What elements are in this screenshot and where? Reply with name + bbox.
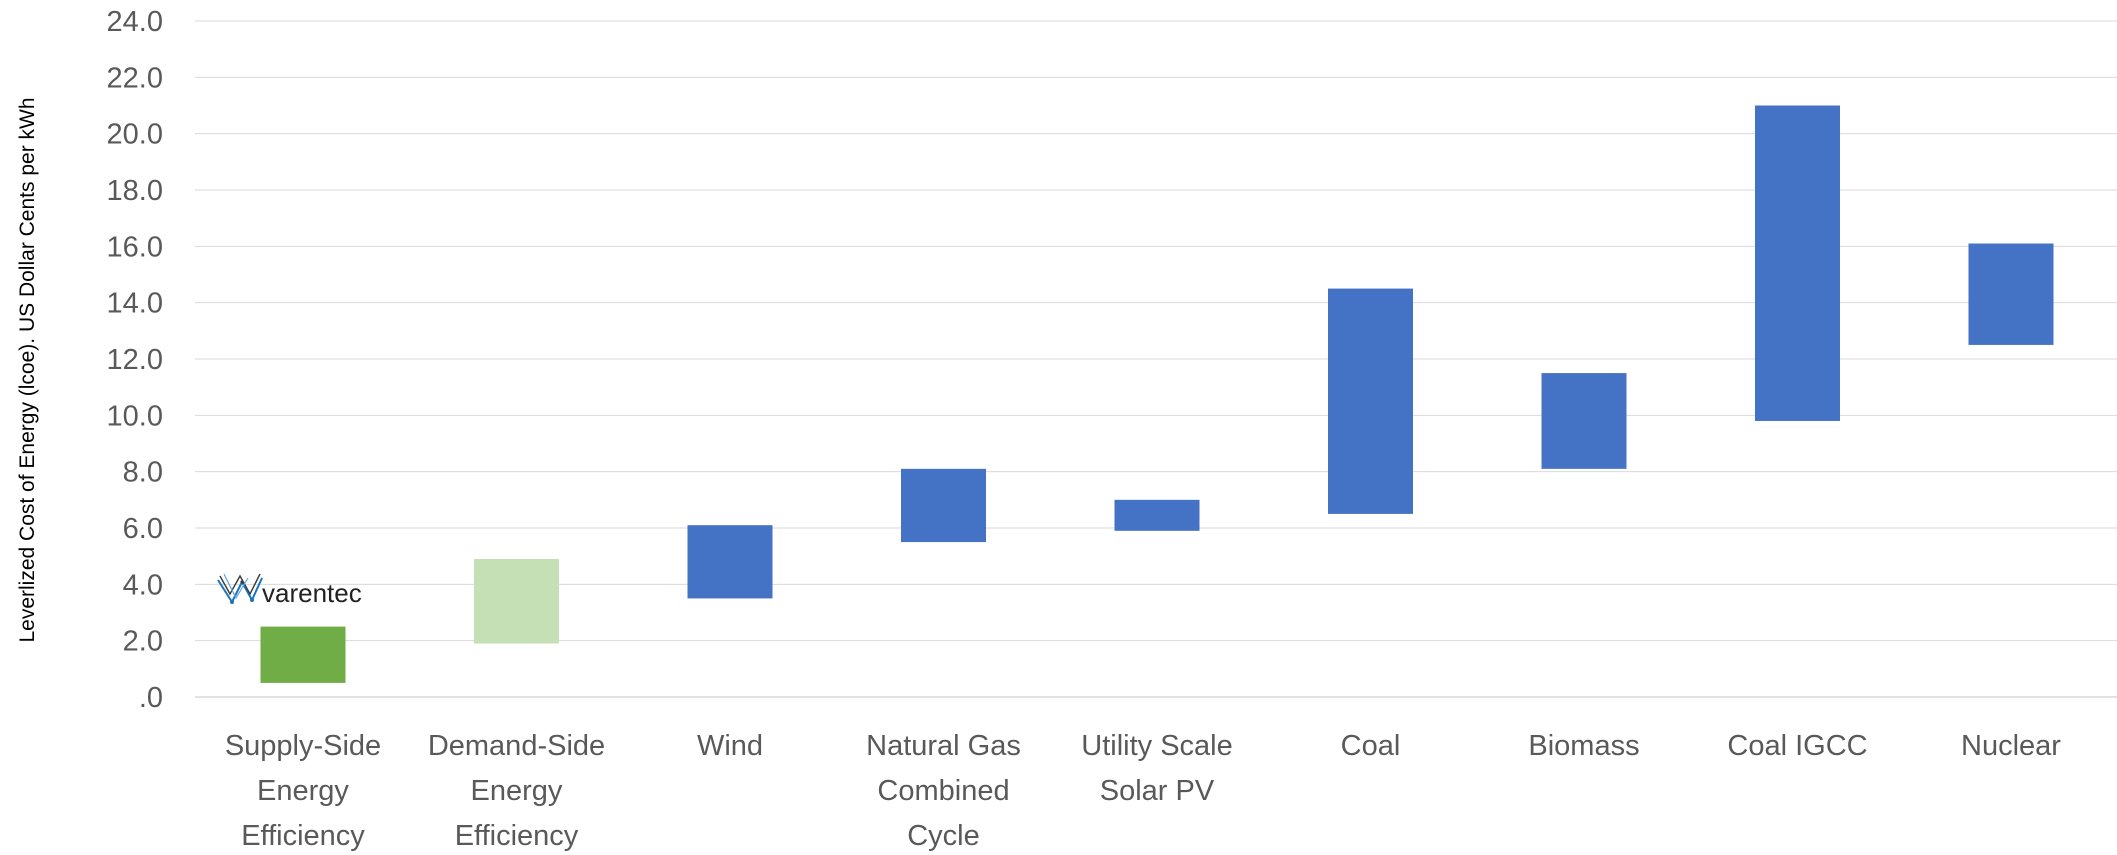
y-tick-label: 8.0 bbox=[123, 457, 163, 489]
x-category-label: Efficiency bbox=[241, 820, 365, 852]
x-category-label: Coal bbox=[1341, 730, 1401, 762]
x-category-label: Coal IGCC bbox=[1727, 730, 1867, 762]
y-tick-label: .0 bbox=[139, 682, 163, 714]
x-category-label: Solar PV bbox=[1100, 775, 1215, 807]
x-category-label: Biomass bbox=[1528, 730, 1639, 762]
bar bbox=[1328, 288, 1413, 514]
category-labels: Supply-Side Energy Efficiency Demand-Side En… bbox=[225, 730, 2061, 852]
y-tick-label: 2.0 bbox=[123, 626, 163, 658]
bar bbox=[1755, 105, 1840, 421]
y-tick-label: 14.0 bbox=[107, 288, 163, 320]
x-category-label: Combined bbox=[877, 775, 1009, 807]
y-tick-label: 18.0 bbox=[107, 175, 163, 207]
x-category-label: Cycle bbox=[907, 820, 980, 852]
logo-wordmark: varentec bbox=[262, 578, 362, 608]
y-axis-ticks: .0 2.0 4.0 6.0 8.0 10.0 12.0 14.0 16.0 18.0 20.0 22… bbox=[107, 6, 163, 714]
bar bbox=[474, 558, 559, 644]
bar bbox=[1541, 373, 1627, 469]
y-tick-label: 24.0 bbox=[107, 6, 163, 38]
y-tick-label: 12.0 bbox=[107, 344, 163, 376]
bar bbox=[687, 525, 773, 599]
y-tick-label: 4.0 bbox=[123, 569, 163, 601]
y-tick-label: 16.0 bbox=[107, 231, 163, 263]
x-category-label: Demand-Side bbox=[428, 730, 605, 762]
y-tick-label: 10.0 bbox=[107, 400, 163, 432]
x-category-label: Nuclear bbox=[1961, 730, 2061, 762]
x-category-label: Wind bbox=[697, 730, 763, 762]
y-tick-label: 20.0 bbox=[107, 119, 163, 151]
y-tick-label: 6.0 bbox=[123, 513, 163, 545]
y-tick-label: 22.0 bbox=[107, 62, 163, 94]
bar bbox=[901, 468, 986, 543]
x-category-label: Efficiency bbox=[455, 820, 579, 852]
x-category-label: Utility Scale bbox=[1081, 730, 1233, 762]
bar bbox=[1114, 499, 1200, 531]
y-axis-title: Leverlized Cost of Energy (lcoe). US Dol… bbox=[16, 97, 39, 642]
x-category-label: Energy bbox=[257, 775, 349, 807]
varentec-logo: varentec bbox=[217, 573, 362, 608]
x-category-label: Supply-Side bbox=[225, 730, 381, 762]
varentec-mesh-logo-icon bbox=[217, 573, 263, 605]
bars bbox=[260, 105, 2054, 683]
bar bbox=[1968, 243, 2054, 345]
x-category-label: Natural Gas bbox=[866, 730, 1021, 762]
x-category-label: Energy bbox=[471, 775, 563, 807]
bar bbox=[260, 626, 346, 683]
